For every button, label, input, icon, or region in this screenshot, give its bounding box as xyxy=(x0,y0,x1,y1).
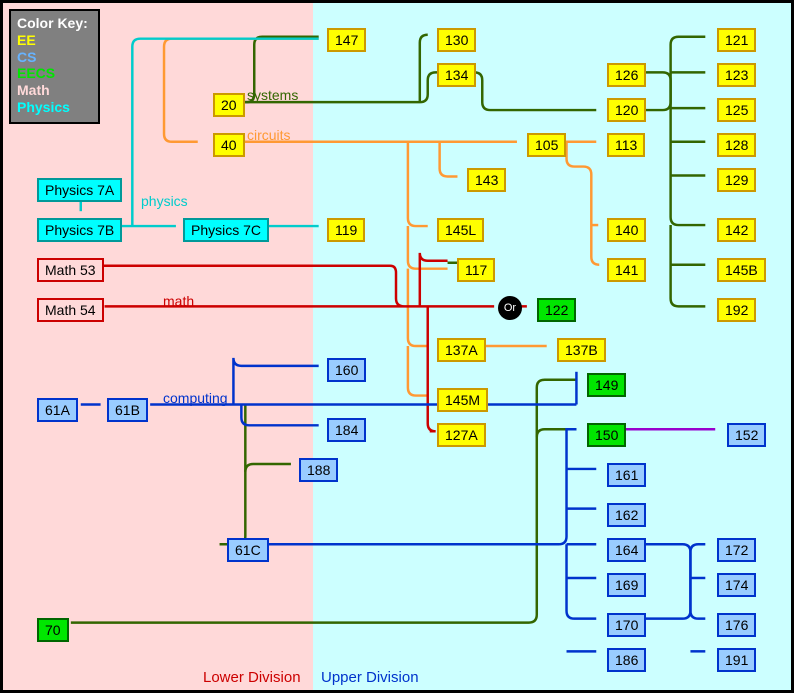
course-node-145M: 145M xyxy=(437,388,488,412)
diagram-canvas: Color Key: EECSEECSMathPhysics 147130134… xyxy=(0,0,794,693)
course-node-141: 141 xyxy=(607,258,646,282)
course-node-186: 186 xyxy=(607,648,646,672)
course-node-130: 130 xyxy=(437,28,476,52)
course-node-113: 113 xyxy=(607,133,645,157)
legend-title: Color Key: xyxy=(17,15,88,32)
edge-label-physics: physics xyxy=(141,193,188,209)
course-node-147: 147 xyxy=(327,28,366,52)
course-node-127A: 127A xyxy=(437,423,486,447)
course-node-122: 122 xyxy=(537,298,576,322)
course-node-m53: Math 53 xyxy=(37,258,104,282)
course-node-174: 174 xyxy=(717,573,756,597)
legend-entry: Math xyxy=(17,82,88,99)
course-node-119: 119 xyxy=(327,218,365,242)
course-node-142: 142 xyxy=(717,218,756,242)
course-node-105: 105 xyxy=(527,133,566,157)
course-node-20: 20 xyxy=(213,93,245,117)
legend-entry: Physics xyxy=(17,99,88,116)
upper-division-label: Upper Division xyxy=(321,669,419,686)
course-node-121: 121 xyxy=(717,28,756,52)
course-node-149: 149 xyxy=(587,373,626,397)
legend-entries: EECSEECSMathPhysics xyxy=(17,32,88,116)
legend-entry: CS xyxy=(17,49,88,66)
course-node-145L: 145L xyxy=(437,218,484,242)
course-node-150: 150 xyxy=(587,423,626,447)
course-node-61B: 61B xyxy=(107,398,148,422)
edge-label-circuits: circuits xyxy=(247,127,291,143)
course-node-p7a: Physics 7A xyxy=(37,178,122,202)
course-node-125: 125 xyxy=(717,98,756,122)
course-node-134: 134 xyxy=(437,63,476,87)
course-node-192: 192 xyxy=(717,298,756,322)
lower-division-label: Lower Division xyxy=(203,669,301,686)
course-node-p7c: Physics 7C xyxy=(183,218,269,242)
course-node-128: 128 xyxy=(717,133,756,157)
course-node-184: 184 xyxy=(327,418,366,442)
edge-label-math: math xyxy=(163,293,194,309)
course-node-70: 70 xyxy=(37,618,69,642)
course-node-p7b: Physics 7B xyxy=(37,218,122,242)
course-node-170: 170 xyxy=(607,613,646,637)
legend-entry: EE xyxy=(17,32,88,49)
course-node-123: 123 xyxy=(717,63,756,87)
course-node-117: 117 xyxy=(457,258,495,282)
course-node-61C: 61C xyxy=(227,538,269,562)
course-node-172: 172 xyxy=(717,538,756,562)
course-node-137B: 137B xyxy=(557,338,606,362)
course-node-140: 140 xyxy=(607,218,646,242)
course-node-169: 169 xyxy=(607,573,646,597)
course-node-40: 40 xyxy=(213,133,245,157)
course-node-160: 160 xyxy=(327,358,366,382)
course-node-61A: 61A xyxy=(37,398,78,422)
course-node-145B: 145B xyxy=(717,258,766,282)
course-node-188: 188 xyxy=(299,458,338,482)
course-node-164: 164 xyxy=(607,538,646,562)
course-node-152: 152 xyxy=(727,423,766,447)
course-node-120: 120 xyxy=(607,98,646,122)
legend-entry: EECS xyxy=(17,65,88,82)
course-node-m54: Math 54 xyxy=(37,298,104,322)
course-node-162: 162 xyxy=(607,503,646,527)
course-node-191: 191 xyxy=(717,648,756,672)
course-node-129: 129 xyxy=(717,168,756,192)
course-node-126: 126 xyxy=(607,63,646,87)
course-node-143: 143 xyxy=(467,168,506,192)
course-node-137A: 137A xyxy=(437,338,486,362)
course-node-176: 176 xyxy=(717,613,756,637)
edge-label-systems: systems xyxy=(247,87,298,103)
or-node: Or xyxy=(498,296,522,320)
color-key-legend: Color Key: EECSEECSMathPhysics xyxy=(9,9,100,124)
course-node-161: 161 xyxy=(607,463,646,487)
edge-label-computing: computing xyxy=(163,390,228,406)
